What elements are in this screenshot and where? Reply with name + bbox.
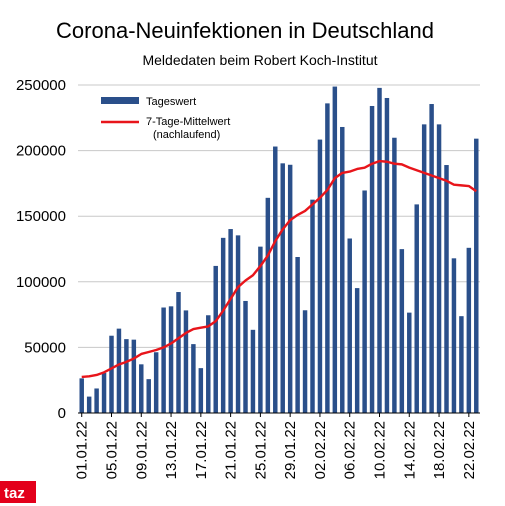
- x-axis-ticks: 01.01.22 05.01.22 09.01.22 13.01.22 17.01.22…: [74, 413, 478, 479]
- bar: [310, 199, 315, 413]
- bar: [146, 379, 151, 413]
- bar: [183, 310, 189, 413]
- bar: [302, 310, 308, 413]
- bar: [436, 124, 442, 414]
- bar: [198, 368, 204, 413]
- legend-bar-swatch: [101, 97, 139, 104]
- x-tick-label: 18.02.22: [431, 421, 448, 479]
- bar: [384, 97, 390, 414]
- bar: [407, 312, 412, 413]
- bar: [317, 139, 323, 413]
- bar: [176, 292, 181, 413]
- x-tick-label: 21.01.22: [223, 421, 240, 479]
- bar: [354, 288, 360, 413]
- bar: [235, 235, 241, 413]
- x-tick-label: 09.01.22: [133, 421, 150, 479]
- x-tick-label: 02.02.22: [312, 421, 329, 479]
- bar: [466, 247, 472, 413]
- bar: [168, 306, 174, 413]
- moving-average-line: [81, 159, 477, 379]
- bar: [153, 352, 159, 413]
- bar: [250, 329, 256, 413]
- bar: [295, 257, 300, 413]
- bar: [213, 265, 218, 413]
- bar: [459, 316, 464, 413]
- y-tick-label: 250000: [16, 77, 66, 94]
- bar: [399, 249, 405, 413]
- bar: [206, 315, 211, 413]
- chart-subtitle: Meldedaten beim Robert Koch-Institut: [142, 52, 377, 68]
- bar: [258, 246, 263, 413]
- bar: [228, 229, 233, 413]
- bar: [325, 103, 330, 414]
- bar: [124, 339, 129, 413]
- bar: [220, 237, 226, 413]
- y-tick-label: 0: [58, 405, 66, 422]
- bar: [421, 124, 427, 414]
- legend: Tageswert 7-Tage-Mittelwert (nachlaufend…: [101, 96, 230, 141]
- y-tick-label: 150000: [16, 208, 66, 225]
- legend-bar-label: Tageswert: [146, 96, 196, 108]
- bar: [131, 339, 137, 413]
- bar: [287, 164, 293, 413]
- bar: [429, 104, 434, 414]
- chart-title: Corona-Neuinfektionen in Deutschland: [56, 18, 434, 43]
- bar: [273, 146, 278, 413]
- bar: [101, 372, 107, 413]
- x-tick-label: 06.02.22: [342, 421, 359, 479]
- x-tick-label: 22.02.22: [461, 421, 478, 479]
- bar: [474, 138, 479, 413]
- y-gridlines: [78, 84, 480, 414]
- bar: [414, 204, 419, 413]
- bar: [332, 86, 338, 413]
- bar: [94, 388, 99, 413]
- logo-background: [0, 481, 36, 503]
- bar: [265, 197, 271, 413]
- bar: [280, 163, 285, 413]
- bar: [116, 328, 122, 413]
- x-tick-label: 17.01.22: [193, 421, 210, 479]
- bar: [444, 165, 449, 413]
- bar: [79, 378, 84, 413]
- y-tick-label: 50000: [24, 339, 66, 356]
- y-axis-ticks: 0 50000 100000 150000 200000 250000: [16, 77, 66, 422]
- x-tick-label: 29.01.22: [282, 421, 299, 479]
- x-tick-label: 10.02.22: [372, 421, 389, 479]
- bar: [243, 300, 248, 413]
- bar: [139, 364, 144, 413]
- bar: [377, 87, 382, 413]
- bar: [191, 344, 196, 413]
- bar: [161, 307, 166, 413]
- bar: [362, 190, 367, 413]
- logo-text: taz: [4, 485, 25, 502]
- bar: [109, 335, 114, 413]
- bar: [86, 396, 92, 413]
- taz-logo: taz: [0, 481, 36, 503]
- bar: [392, 137, 397, 414]
- bar: [347, 238, 352, 413]
- x-tick-label: 01.01.22: [74, 421, 91, 479]
- x-tick-label: 25.01.22: [252, 421, 269, 479]
- x-tick-label: 13.01.22: [163, 421, 180, 479]
- bar: [451, 258, 457, 413]
- y-tick-label: 200000: [16, 143, 66, 160]
- bar: [340, 126, 345, 413]
- bar-series: [79, 86, 479, 414]
- legend-line-label: 7-Tage-Mittelwert: [146, 116, 230, 128]
- y-tick-label: 100000: [16, 274, 66, 291]
- bar: [369, 105, 375, 414]
- x-tick-label: 14.02.22: [401, 421, 418, 479]
- legend-line-label-note: (nachlaufend): [153, 129, 220, 141]
- x-tick-label: 05.01.22: [104, 421, 121, 479]
